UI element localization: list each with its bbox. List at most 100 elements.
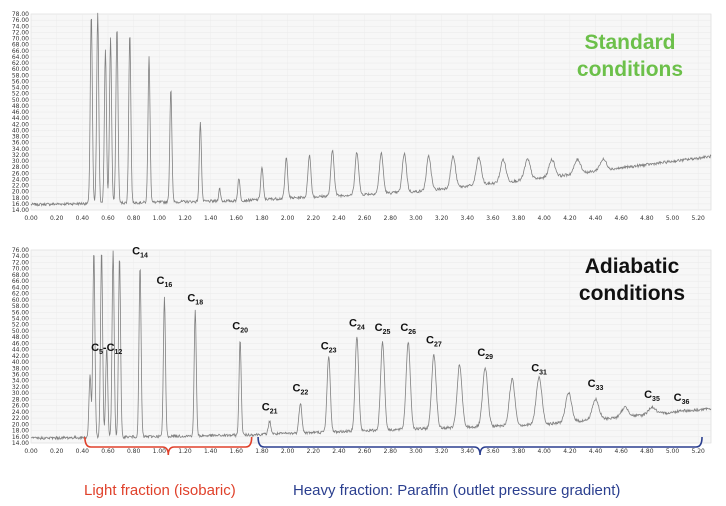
y-tick-label: 36.00 <box>12 140 29 147</box>
y-tick-label: 52.00 <box>12 322 29 329</box>
peak-label-c16: C16 <box>157 275 173 289</box>
y-tick-label: 70.00 <box>12 266 29 273</box>
y-tick-label: 64.00 <box>12 284 29 291</box>
y-tick-label: 22.00 <box>12 415 29 422</box>
peak-label-c20: C20 <box>232 320 248 334</box>
y-tick-label: 40.00 <box>12 127 29 134</box>
x-tick-label: 3.00 <box>409 448 423 455</box>
x-tick-label: 0.60 <box>101 215 115 222</box>
x-tick-label: 3.80 <box>512 215 526 222</box>
peak-label-c23: C23 <box>321 341 337 355</box>
peak-label-c35: C35 <box>644 389 660 403</box>
y-tick-label: 72.00 <box>12 259 29 266</box>
x-tick-label: 3.60 <box>486 448 500 455</box>
y-tick-label: 42.00 <box>12 353 29 360</box>
x-tick-label: 1.20 <box>178 215 192 222</box>
peak-label-c14: C14 <box>132 246 148 260</box>
y-tick-label: 56.00 <box>12 309 29 316</box>
peak-label-c33: C33 <box>588 378 604 392</box>
y-tick-label: 62.00 <box>12 291 29 298</box>
x-tick-label: 4.00 <box>538 215 552 222</box>
x-tick-label: 1.00 <box>153 448 167 455</box>
x-tick-label: 2.20 <box>307 448 321 455</box>
peak-label-c26: C26 <box>400 322 416 336</box>
y-tick-label: 46.00 <box>12 109 29 116</box>
y-tick-label: 38.00 <box>12 134 29 141</box>
y-tick-label: 68.00 <box>12 42 29 49</box>
y-tick-label: 30.00 <box>12 158 29 165</box>
x-tick-label: 4.80 <box>640 215 654 222</box>
y-tick-label: 44.00 <box>12 347 29 354</box>
x-tick-label: 0.80 <box>127 215 141 222</box>
x-tick-label: 3.20 <box>435 215 449 222</box>
y-tick-label: 20.00 <box>12 421 29 428</box>
x-tick-label: 4.20 <box>563 448 577 455</box>
heavy-fraction-bracket <box>257 436 703 456</box>
x-tick-label: 2.60 <box>358 448 372 455</box>
x-tick-label: 5.20 <box>691 215 705 222</box>
y-tick-label: 76.00 <box>12 247 29 254</box>
x-tick-label: 1.00 <box>153 215 167 222</box>
y-tick-label: 40.00 <box>12 359 29 366</box>
y-tick-label: 16.00 <box>12 201 29 208</box>
y-tick-label: 36.00 <box>12 372 29 379</box>
chromatogram-trace <box>30 250 712 441</box>
light-fraction-caption: Light fraction (isobaric) <box>84 482 236 499</box>
x-tick-label: 1.60 <box>230 448 244 455</box>
x-tick-label: 4.60 <box>615 448 629 455</box>
peak-label-c18: C18 <box>187 292 203 306</box>
x-tick-label: 3.00 <box>409 215 423 222</box>
x-tick-label: 3.80 <box>512 448 526 455</box>
y-tick-label: 62.00 <box>12 60 29 67</box>
peak-label-c29: C29 <box>477 347 493 361</box>
y-tick-label: 14.00 <box>12 207 29 214</box>
y-tick-label: 18.00 <box>12 195 29 202</box>
y-tick-label: 48.00 <box>12 334 29 341</box>
x-tick-label: 1.80 <box>255 448 269 455</box>
x-tick-label: 5.00 <box>666 215 680 222</box>
x-tick-label: 4.60 <box>615 215 629 222</box>
x-tick-label: 0.00 <box>24 448 38 455</box>
condition-title-line: conditions <box>579 282 685 305</box>
y-tick-label: 66.00 <box>12 278 29 285</box>
peak-label-c24: C24 <box>349 317 365 331</box>
y-tick-label: 26.00 <box>12 403 29 410</box>
y-tick-label: 26.00 <box>12 170 29 177</box>
y-tick-label: 46.00 <box>12 340 29 347</box>
y-tick-label: 18.00 <box>12 428 29 435</box>
y-tick-label: 24.00 <box>12 409 29 416</box>
y-tick-label: 64.00 <box>12 54 29 61</box>
x-tick-label: 3.40 <box>461 215 475 222</box>
x-tick-label: 3.20 <box>435 448 449 455</box>
y-tick-label: 50.00 <box>12 328 29 335</box>
x-tick-label: 2.20 <box>307 215 321 222</box>
x-tick-label: 2.60 <box>358 215 372 222</box>
x-tick-label: 0.20 <box>50 215 64 222</box>
y-tick-label: 78.00 <box>12 11 29 18</box>
y-tick-label: 32.00 <box>12 384 29 391</box>
y-tick-label: 22.00 <box>12 183 29 190</box>
y-tick-label: 28.00 <box>12 164 29 171</box>
y-tick-label: 34.00 <box>12 378 29 385</box>
peak-label-c22: C22 <box>293 383 309 397</box>
y-tick-label: 54.00 <box>12 315 29 322</box>
y-tick-label: 16.00 <box>12 434 29 441</box>
condition-title-line: conditions <box>577 58 683 81</box>
y-tick-label: 44.00 <box>12 115 29 122</box>
y-tick-label: 56.00 <box>12 78 29 85</box>
y-tick-label: 34.00 <box>12 146 29 153</box>
y-tick-label: 60.00 <box>12 297 29 304</box>
y-tick-label: 74.00 <box>12 23 29 30</box>
x-tick-label: 0.20 <box>50 448 64 455</box>
y-tick-label: 28.00 <box>12 396 29 403</box>
x-tick-label: 1.80 <box>255 215 269 222</box>
peak-label-c21: C21 <box>262 401 278 415</box>
y-tick-label: 52.00 <box>12 91 29 98</box>
x-tick-label: 5.00 <box>666 448 680 455</box>
y-tick-label: 54.00 <box>12 85 29 92</box>
peak-label-c27: C27 <box>426 334 442 348</box>
x-tick-label: 5.20 <box>691 448 705 455</box>
x-tick-label: 1.60 <box>230 215 244 222</box>
x-tick-label: 4.80 <box>640 448 654 455</box>
